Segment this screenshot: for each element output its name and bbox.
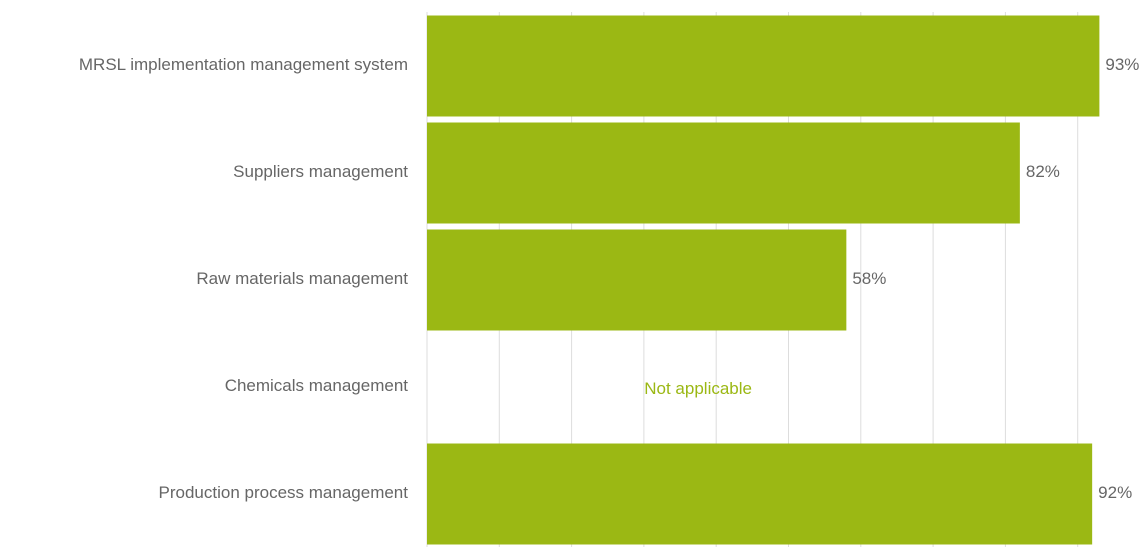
value-label: 93% bbox=[1105, 55, 1139, 74]
bar bbox=[427, 443, 1093, 545]
bar bbox=[427, 229, 847, 331]
value-label: 92% bbox=[1098, 483, 1132, 502]
bar bbox=[427, 122, 1020, 224]
y-tick-label: MRSL implementation management system bbox=[79, 55, 408, 74]
y-tick-label: Raw materials management bbox=[196, 269, 408, 288]
value-label: 82% bbox=[1026, 162, 1060, 181]
y-tick-label: Suppliers management bbox=[233, 162, 408, 181]
annotation: Not applicable bbox=[644, 379, 752, 398]
y-tick-label: Chemicals management bbox=[225, 376, 409, 395]
bar bbox=[427, 15, 1100, 117]
value-label: 58% bbox=[852, 269, 886, 288]
y-tick-label: Production process management bbox=[159, 483, 409, 502]
